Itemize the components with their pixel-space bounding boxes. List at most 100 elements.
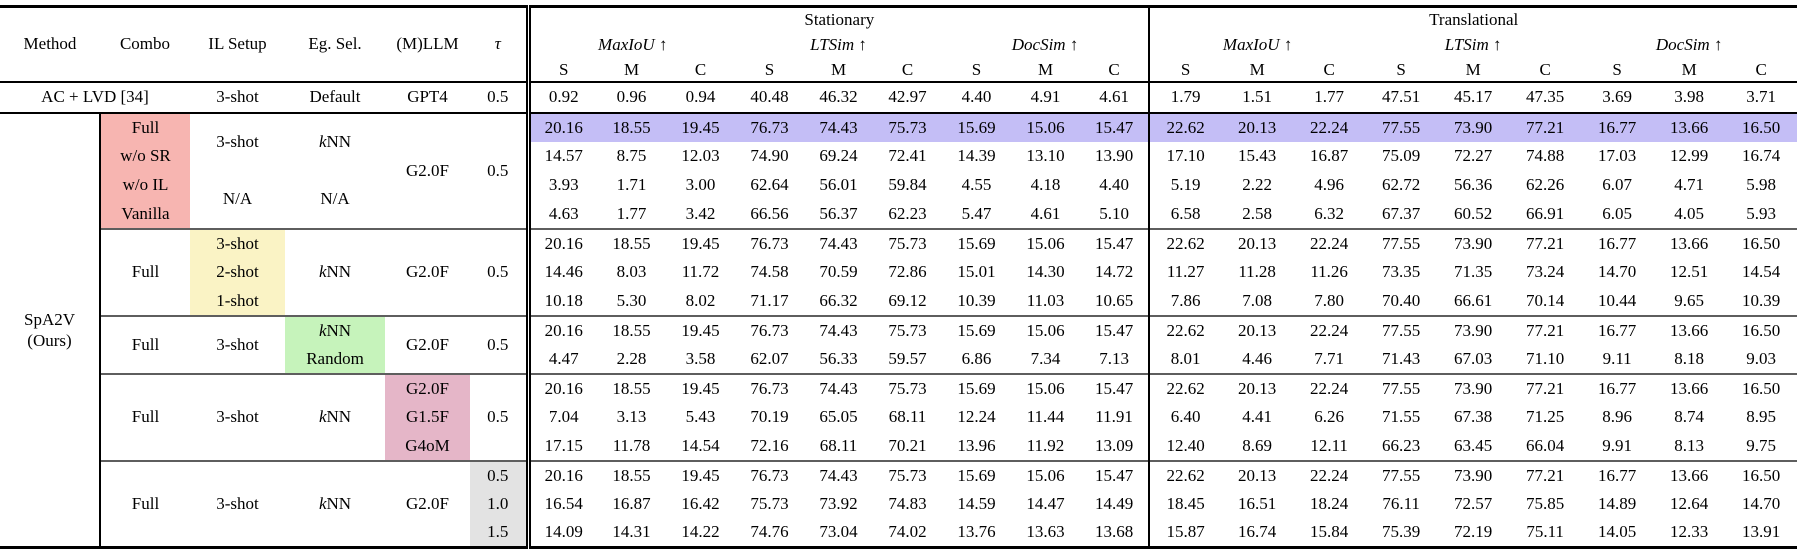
value-cell: 14.49 — [1094, 494, 1134, 514]
value-cell: 73.90 — [1437, 459, 1510, 490]
value-cell: 12.24 — [957, 407, 996, 427]
value-cell: 71.10 — [1526, 348, 1565, 368]
value-cell: 1.79 — [1148, 80, 1222, 114]
value-cell: 73.90 — [1437, 112, 1510, 142]
value-cell: 74.02 — [888, 522, 927, 542]
value-cell: 4.40 — [942, 80, 1011, 114]
value-cell: 7.04 — [525, 402, 597, 432]
tau-cell: 1.0 — [470, 489, 528, 519]
tau-cell: 0.5 — [487, 160, 509, 180]
value-cell: 14.89 — [1598, 494, 1637, 514]
tau-cell: 1.5 — [470, 518, 528, 548]
value-cell: 77.21 — [1509, 112, 1582, 142]
value-cell: 15.06 — [1011, 314, 1080, 345]
value-cell: 15.69 — [942, 112, 1011, 142]
il-setup-cell: 3-shot — [190, 459, 285, 548]
tau-cell: 0.5 — [470, 314, 528, 374]
value-cell: 4.61 — [1030, 203, 1061, 223]
table-row: Full 3-shot kNN G2.0F 0.5 20.16 18.55 19.45 76.7… — [0, 314, 1797, 374]
value-cell: 18.24 — [1310, 494, 1349, 514]
header-eg-sel: Eg. Sel. — [308, 34, 362, 54]
value-cell: 72.57 — [1454, 494, 1493, 514]
value-cell: 19.45 — [666, 372, 735, 403]
il-setup-cell: 3-shot — [216, 132, 259, 152]
value-cell: 16.74 — [1742, 146, 1781, 166]
value-cell: 5.47 — [961, 203, 992, 223]
up-arrow-icon: ↑ — [854, 35, 867, 55]
value-cell: 15.69 — [942, 314, 1011, 345]
value-cell: 19.45 — [666, 112, 735, 142]
value-cell: 13.76 — [957, 522, 996, 542]
value-cell: 15.69 — [942, 227, 1011, 258]
value-cell: 77.55 — [1365, 227, 1438, 258]
value-cell: 13.66 — [1653, 314, 1726, 345]
italic-prefix: k — [318, 407, 327, 427]
table-row: 2-shot 14.46 8.03 11.72 74.58 70.59 72.86 15.01… — [0, 257, 1797, 287]
value-cell: 75.73 — [750, 494, 789, 514]
combo-cell: w/o SR — [100, 141, 190, 171]
value-cell: 65.05 — [819, 407, 858, 427]
value-cell: 8.18 — [1674, 348, 1704, 368]
value-cell: 56.36 — [1454, 175, 1493, 195]
value-cell: 9.75 — [1746, 435, 1777, 455]
table-row: Full 3-shot kNN G2.0F 0.5 20.16 18.55 19.45 76.7… — [0, 227, 1797, 316]
value-cell: 5.19 — [1148, 170, 1222, 200]
value-cell: 22.24 — [1293, 112, 1366, 142]
value-cell: 0.96 — [597, 80, 666, 114]
value-cell: 15.47 — [1080, 372, 1150, 403]
value-cell: 66.56 — [750, 203, 789, 223]
value-cell: 8.13 — [1674, 435, 1704, 455]
value-cell: 15.47 — [1080, 227, 1150, 258]
value-cell: 16.50 — [1725, 227, 1797, 258]
value-cell: 4.61 — [1080, 80, 1150, 114]
table-row: 1.5 14.09 14.31 14.22 74.76 73.04 74.02 13.76 13… — [0, 518, 1797, 548]
italic-prefix: k — [318, 320, 327, 340]
value-cell: 16.50 — [1725, 112, 1797, 142]
header-metric-maxiou: MaxIoU ↑ — [525, 31, 735, 59]
value-cell: 22.24 — [1293, 227, 1366, 258]
value-cell: 68.11 — [888, 407, 927, 427]
metric-name: DocSim — [1011, 35, 1066, 55]
value-cell: 16.77 — [1581, 112, 1654, 142]
header-row-metrics: MaxIoU ↑ LTSim ↑ DocSim ↑ MaxIoU ↑ LTSim ↑ Do… — [0, 31, 1797, 59]
value-cell: 75.73 — [873, 459, 942, 490]
value-cell: 0.94 — [666, 80, 735, 114]
value-cell: 75.73 — [873, 112, 942, 142]
value-cell: 76.73 — [735, 227, 804, 258]
value-cell: 15.47 — [1080, 459, 1150, 490]
value-cell: 10.65 — [1094, 290, 1134, 310]
value-cell: 70.21 — [888, 435, 927, 455]
header-subcol-c: C — [1539, 59, 1551, 79]
value-cell: 77.55 — [1365, 372, 1438, 403]
value-cell: 17.10 — [1148, 141, 1222, 171]
mllm-cell: G2.0F — [385, 227, 470, 316]
value-cell: 62.64 — [750, 175, 789, 195]
metric-name: LTSim — [1444, 35, 1489, 55]
value-cell: 74.76 — [750, 522, 789, 542]
value-cell: 72.16 — [750, 435, 789, 455]
value-cell: 4.91 — [1011, 80, 1080, 114]
mllm-cell: G2.0F — [406, 160, 449, 180]
value-cell: 16.50 — [1725, 459, 1797, 490]
value-cell: 77.21 — [1509, 227, 1582, 258]
header-metric-maxiou: MaxIoU ↑ — [1148, 31, 1366, 59]
value-cell: 5.98 — [1746, 175, 1777, 195]
eg-sel-cell: Random — [285, 344, 385, 374]
value-cell: 59.57 — [888, 348, 927, 368]
value-cell: 8.01 — [1148, 344, 1222, 374]
value-cell: 8.75 — [616, 146, 647, 166]
value-cell: 75.11 — [1526, 522, 1564, 542]
value-cell: 5.10 — [1099, 203, 1129, 223]
value-cell: 74.58 — [750, 262, 789, 282]
value-cell: 13.09 — [1094, 435, 1134, 455]
value-cell: 18.45 — [1148, 489, 1222, 519]
value-cell: 45.17 — [1437, 80, 1510, 114]
value-cell: 7.13 — [1099, 348, 1129, 368]
value-cell: 67.03 — [1454, 348, 1493, 368]
value-cell: 2.28 — [616, 348, 647, 368]
value-cell: 15.87 — [1148, 518, 1222, 548]
value-cell: 71.35 — [1454, 262, 1493, 282]
value-cell: 22.62 — [1148, 314, 1222, 345]
value-cell: 46.32 — [804, 80, 873, 114]
